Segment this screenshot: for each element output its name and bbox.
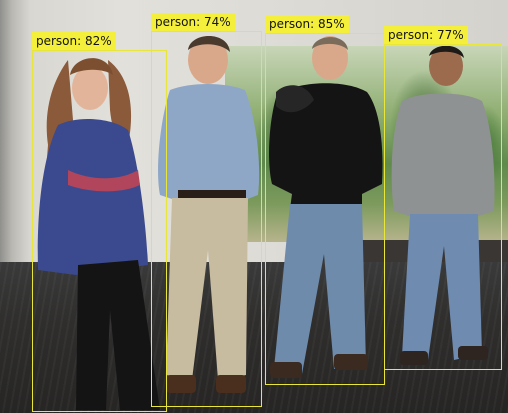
detection-box-1 [32, 50, 167, 412]
person-figure-3 [269, 36, 383, 378]
detection-box-3 [265, 33, 385, 385]
person-figure-4 [391, 46, 495, 365]
person-figure-2 [158, 36, 260, 393]
detection-box-4 [384, 44, 502, 370]
detection-label-1: person: 82% [32, 32, 116, 50]
detection-label-2: person: 74% [151, 13, 235, 31]
detection-label-3: person: 85% [265, 15, 349, 33]
detection-box-2 [151, 31, 262, 407]
person-figure-1 [37, 58, 160, 410]
detection-label-4: person: 77% [384, 26, 468, 44]
